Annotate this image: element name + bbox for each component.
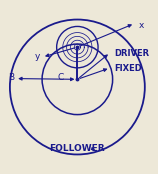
Text: DRIVER: DRIVER: [114, 49, 149, 58]
Text: y: y: [35, 52, 41, 61]
Text: B: B: [8, 73, 15, 82]
Text: x: x: [139, 21, 144, 30]
Text: C: C: [57, 73, 64, 82]
Text: FIXED: FIXED: [114, 64, 142, 73]
Text: FOLLOWER: FOLLOWER: [50, 144, 105, 153]
